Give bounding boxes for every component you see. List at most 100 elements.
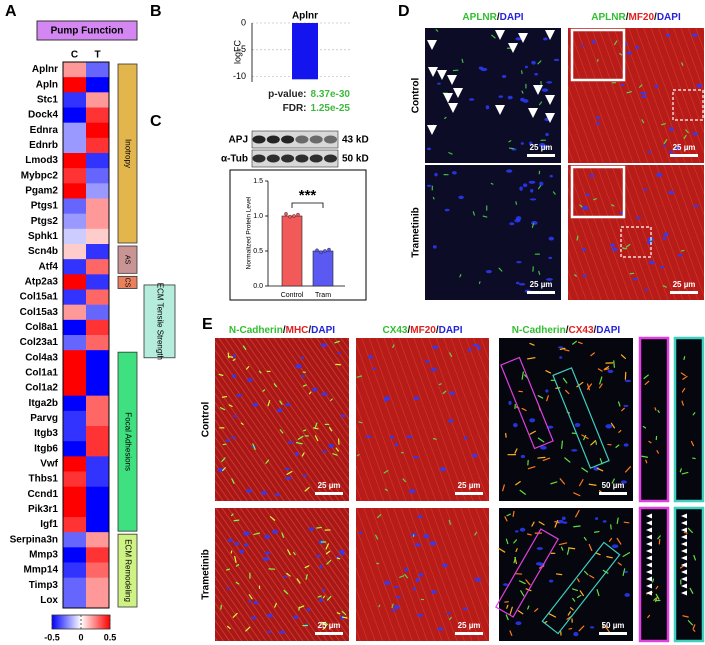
nucleus	[426, 184, 432, 187]
nucleus	[529, 141, 533, 146]
nucleus	[383, 580, 391, 586]
speck	[581, 434, 589, 440]
speck	[322, 595, 326, 599]
nucleus	[506, 169, 513, 173]
y-tick-label: -10	[233, 71, 246, 81]
nucleus	[536, 547, 544, 550]
heatmap-cell	[63, 244, 86, 260]
nucleus	[251, 616, 257, 620]
nucleus	[518, 283, 526, 286]
nucleus	[643, 188, 648, 191]
blot-band	[324, 154, 337, 163]
heatmap-cell	[63, 365, 86, 381]
heatmap-cell	[86, 77, 109, 93]
nucleus	[624, 379, 632, 383]
blot-band	[281, 154, 295, 163]
nucleus	[292, 615, 299, 620]
channel-name: /	[283, 325, 286, 336]
speck	[589, 574, 595, 579]
nucleus	[529, 418, 536, 423]
speck	[542, 457, 551, 462]
speck	[548, 613, 557, 618]
nucleus	[561, 516, 566, 521]
colorbar	[51, 614, 111, 630]
nucleus	[626, 51, 632, 55]
heatmap-cell	[86, 107, 109, 123]
speck	[682, 375, 688, 380]
arrowhead	[681, 576, 687, 582]
nucleus	[321, 450, 328, 453]
nucleus	[365, 435, 372, 438]
arrowhead	[646, 541, 652, 547]
nucleus	[515, 281, 520, 285]
roi-box	[672, 89, 704, 121]
nucleus	[232, 354, 237, 358]
speck	[273, 383, 278, 388]
nucleus	[659, 265, 665, 269]
nucleus	[503, 583, 508, 586]
speck	[681, 400, 684, 406]
bar	[312, 250, 334, 287]
heatmap-cell	[86, 456, 109, 472]
nucleus	[543, 145, 548, 149]
speck	[321, 621, 328, 626]
roi-box	[620, 226, 652, 258]
speck	[378, 604, 381, 608]
nucleus	[549, 174, 553, 178]
heatmap-cell	[86, 153, 109, 169]
heatmap-cell	[86, 426, 109, 442]
y-axis-label: Normalized Protein Level	[246, 196, 253, 269]
speck	[384, 488, 388, 492]
nucleus	[557, 346, 564, 349]
nucleus	[621, 83, 625, 87]
speck	[219, 407, 226, 411]
speck	[578, 625, 585, 632]
nucleus	[545, 132, 549, 137]
speck	[502, 484, 505, 492]
blot-band	[324, 135, 337, 144]
speck	[245, 626, 251, 632]
speck	[392, 344, 395, 349]
heatmap-cell	[86, 289, 109, 305]
blot-size: 43 kD	[342, 135, 369, 146]
speck	[399, 575, 405, 578]
speck	[498, 547, 506, 553]
speck	[681, 387, 686, 393]
y-tick-label: 0.5	[253, 248, 263, 255]
speck	[537, 185, 542, 190]
colorbar-tick-label: 0.5	[104, 632, 117, 642]
arrowhead	[545, 30, 555, 40]
nucleus	[485, 270, 492, 274]
speck	[375, 534, 379, 540]
nucleus	[559, 356, 563, 359]
nucleus	[668, 190, 675, 195]
speck	[610, 422, 616, 429]
row-label: Control	[411, 78, 422, 114]
speck	[572, 597, 576, 602]
nucleus	[266, 630, 272, 634]
speck	[358, 421, 363, 424]
arrowhead	[427, 40, 437, 50]
speck	[449, 352, 453, 357]
data-point	[327, 247, 331, 252]
nucleus	[519, 527, 526, 532]
channel-name: MF20	[628, 12, 654, 23]
gene-label: Parvg	[30, 413, 58, 424]
nucleus	[236, 393, 243, 397]
nucleus	[372, 367, 377, 370]
heatmap-cell	[63, 319, 86, 336]
speck	[297, 435, 304, 440]
speck	[262, 389, 266, 392]
nucleus	[547, 425, 554, 429]
speck	[432, 438, 437, 440]
nucleus	[451, 171, 457, 175]
nucleus	[300, 375, 306, 378]
speck	[326, 559, 332, 565]
inset	[673, 336, 705, 503]
speck	[521, 407, 527, 412]
heatmap-cell	[86, 441, 109, 457]
speck	[564, 457, 571, 463]
nucleus	[391, 609, 396, 612]
nucleus	[441, 563, 448, 568]
